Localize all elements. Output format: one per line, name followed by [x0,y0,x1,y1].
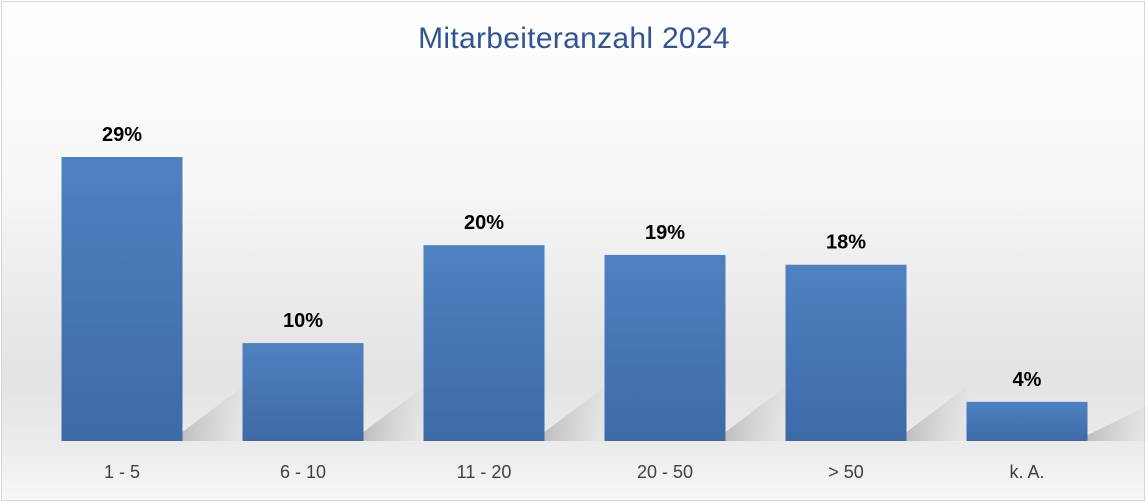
category-labels-group: 1 - 5 6 - 10 11 - 20 20 - 50 > 50 k. A. [104,462,1045,482]
category-label-1: 1 - 5 [104,462,140,482]
bar-1 [61,157,183,441]
value-label-5: 18% [826,232,866,254]
bars-group [61,157,1088,441]
category-label-2: 6 - 10 [280,462,326,482]
value-labels-group: 29% 10% 20% 19% 18% 4% [102,124,1042,391]
bar-5 [785,264,907,441]
bar-shadow [182,387,253,441]
bar-shadows [182,387,1148,441]
chart-title: Mitarbeiteranzahl 2024 [418,22,730,55]
value-label-4: 19% [645,222,685,244]
category-label-5: > 50 [828,462,864,482]
value-label-3: 20% [464,212,504,234]
bar-3 [423,245,545,441]
category-label-6: k. A. [1009,462,1044,482]
bar-shadow [544,387,615,441]
bar-shadow [363,387,434,441]
value-label-2: 10% [283,310,323,332]
bar-shadow [906,387,977,441]
bar-shadow [1087,405,1148,441]
bar-shadow [725,387,796,441]
bar-2 [242,343,364,441]
bar-4 [604,254,726,441]
category-label-3: 11 - 20 [457,462,512,482]
value-label-6: 4% [1013,369,1042,391]
category-label-4: 20 - 50 [637,462,693,482]
value-label-1: 29% [102,124,142,146]
bar-6 [966,401,1088,441]
